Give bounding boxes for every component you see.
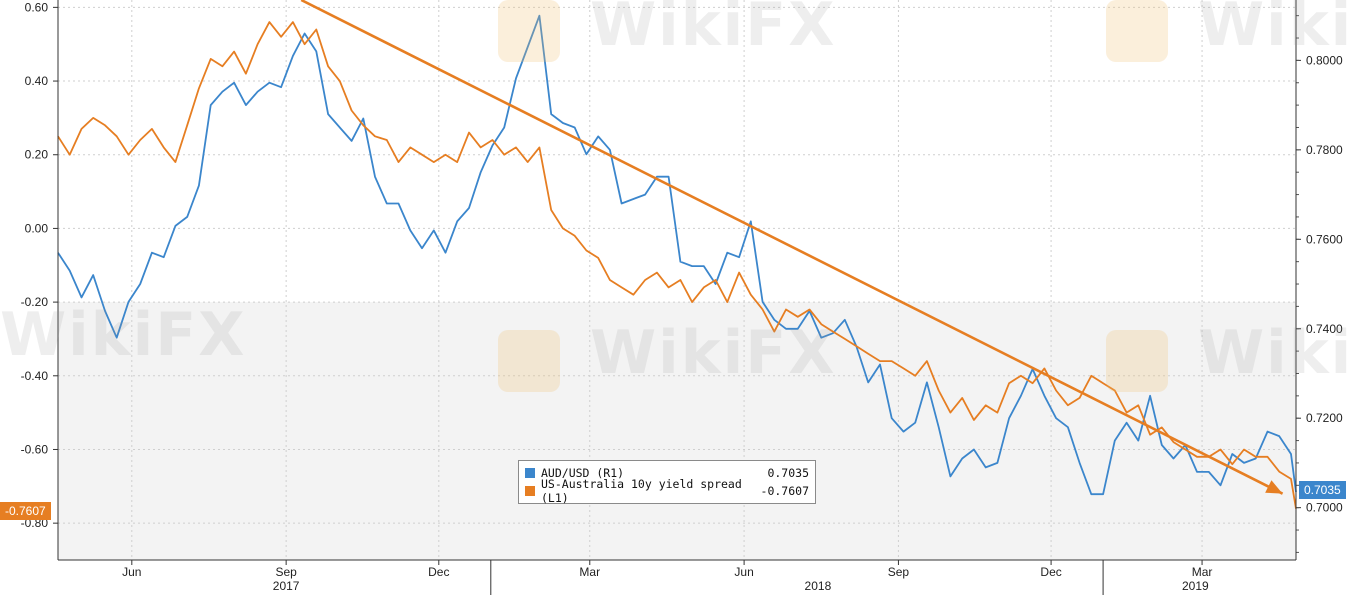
series-yield-spread-line — [57, 21, 1297, 509]
x-tick-label: Dec — [1040, 565, 1061, 579]
year-label: 2017 — [273, 579, 300, 593]
legend-swatch — [525, 468, 535, 478]
right-tick-label: 0.7600 — [1306, 232, 1343, 246]
left-tick-label: 0.00 — [25, 221, 49, 235]
wikifx-logo-icon — [498, 330, 560, 392]
watermark-text: WikiFX — [0, 300, 247, 370]
wikifx-logo-icon — [1106, 330, 1168, 392]
left-tick-label: 0.20 — [25, 148, 49, 162]
legend-label: AUD/USD (R1) — [541, 466, 625, 480]
legend-item-aud-usd: AUD/USD (R1) 0.7035 — [525, 465, 809, 481]
legend-item-yield-spread: US-Australia 10y yield spread (L1) -0.76… — [525, 477, 809, 505]
x-tick-label: Jun — [122, 565, 141, 579]
year-label: 2018 — [805, 579, 832, 593]
watermark-text: WikiFX — [590, 318, 837, 388]
last-value-badge-right: 0.7035 — [1299, 481, 1346, 499]
watermark-text: WikiFX — [1198, 318, 1349, 388]
trend-line-layer — [300, 0, 1284, 495]
right-tick-label: 0.7200 — [1306, 411, 1343, 425]
wikifx-logo-icon — [498, 0, 560, 62]
watermark-text: WikiFX — [590, 0, 837, 60]
legend-value: -0.7607 — [760, 484, 809, 498]
left-tick-label: -0.40 — [21, 369, 49, 383]
legend-label: US-Australia 10y yield spread (L1) — [541, 477, 742, 505]
left-tick-label: 0.40 — [25, 74, 49, 88]
last-value-badge-left: -0.7607 — [0, 502, 51, 520]
wikifx-logo-icon — [1106, 0, 1168, 62]
x-tick-label: Sep — [888, 565, 910, 579]
legend-swatch — [525, 486, 535, 496]
x-tick-label: Mar — [579, 565, 600, 579]
left-tick-label: 0.60 — [25, 0, 49, 14]
right-tick-label: 0.8000 — [1306, 53, 1343, 67]
plot-lower-band — [58, 302, 1296, 560]
watermark-text: WikiFX — [1198, 0, 1349, 60]
series-layer — [57, 14, 1297, 509]
right-tick-label: 0.7800 — [1306, 143, 1343, 157]
year-label: 2019 — [1182, 579, 1209, 593]
series-aud-usd-line — [57, 14, 1297, 496]
legend: AUD/USD (R1) 0.7035 US-Australia 10y yie… — [518, 460, 816, 505]
trend-line — [300, 0, 1284, 495]
x-tick-label: Dec — [428, 565, 449, 579]
x-tick-label: Jun — [734, 565, 753, 579]
left-tick-label: -0.60 — [21, 442, 49, 456]
axes: 0.600.400.200.00-0.20-0.40-0.60-0.800.80… — [21, 0, 1343, 595]
right-tick-label: 0.7000 — [1306, 501, 1343, 515]
x-tick-label: Sep — [275, 565, 297, 579]
right-tick-label: 0.7400 — [1306, 322, 1343, 336]
x-tick-label: Mar — [1192, 565, 1213, 579]
left-tick-label: -0.20 — [21, 295, 49, 309]
legend-value: 0.7035 — [767, 466, 809, 480]
trend-arrowhead — [1265, 480, 1283, 494]
